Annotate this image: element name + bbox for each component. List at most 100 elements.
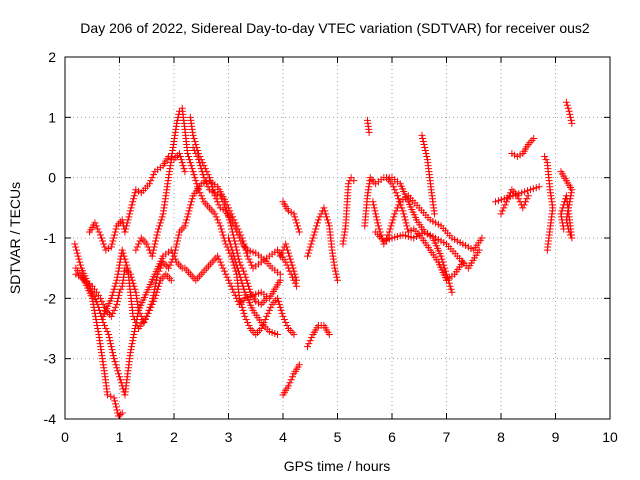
series-pass-x: [508, 134, 538, 161]
data-point: [195, 186, 203, 194]
y-tick-label: -1: [44, 230, 57, 246]
data-point: [372, 210, 380, 218]
data-point: [108, 291, 116, 299]
data-point: [421, 144, 429, 151]
data-point: [288, 261, 296, 269]
grid-lines: [65, 57, 610, 419]
data-point: [112, 361, 120, 369]
x-tick-label: 7: [443, 429, 451, 445]
data-point: [560, 201, 568, 209]
data-point: [190, 171, 198, 179]
data-point: [431, 210, 439, 218]
data-point: [325, 331, 333, 339]
data-point: [231, 291, 239, 299]
data-point: [183, 216, 191, 224]
data-point: [72, 246, 80, 254]
data-point: [188, 195, 196, 203]
series-pass-h: [189, 144, 271, 308]
data-point: [532, 184, 540, 192]
data-point: [567, 189, 575, 197]
data-point: [365, 128, 373, 136]
data-point: [74, 252, 82, 260]
data-point: [172, 243, 180, 251]
data-point: [109, 237, 117, 245]
data-point: [276, 303, 284, 311]
data-point: [118, 216, 126, 224]
data-point: [559, 222, 567, 230]
data-point: [128, 201, 136, 209]
data-point: [72, 243, 80, 251]
data-point: [191, 174, 199, 182]
data-point: [173, 116, 181, 124]
data-point: [313, 222, 321, 230]
data-point: [157, 216, 165, 224]
x-tick-label: 1: [116, 429, 124, 445]
data-point: [370, 204, 378, 212]
x-tick-label: 9: [552, 429, 560, 445]
chart-title: Day 206 of 2022, Sidereal Day-to-day VTE…: [80, 20, 590, 36]
data-point: [277, 306, 285, 314]
data-point: [561, 195, 569, 203]
data-point: [369, 198, 377, 206]
data-point: [500, 195, 508, 203]
data-point: [145, 180, 153, 188]
data-point: [95, 291, 103, 299]
data-point: [94, 325, 102, 332]
data-point: [214, 198, 222, 206]
data-point: [152, 234, 160, 242]
data-point: [419, 134, 427, 142]
data-point: [307, 240, 315, 248]
data-point: [323, 213, 331, 221]
data-markers: [71, 98, 576, 420]
data-point: [214, 252, 222, 260]
data-point: [399, 207, 407, 215]
data-point: [396, 198, 404, 206]
data-point: [304, 343, 312, 351]
x-tick-label: 10: [602, 429, 618, 445]
y-tick-label: -2: [44, 290, 57, 306]
data-point: [167, 258, 175, 266]
data-point: [230, 288, 238, 296]
data-point: [144, 243, 152, 251]
data-point: [114, 412, 122, 420]
data-point: [387, 222, 395, 230]
data-point: [217, 225, 225, 233]
data-point: [93, 321, 101, 329]
data-point: [132, 246, 140, 254]
data-point: [398, 204, 406, 212]
data-point: [305, 246, 313, 254]
data-point: [293, 276, 301, 284]
data-point: [211, 210, 219, 218]
data-point: [374, 222, 382, 230]
data-point: [331, 267, 339, 275]
data-point: [101, 321, 109, 329]
data-point: [116, 373, 123, 381]
x-axis-label: GPS time / hours: [284, 458, 391, 474]
data-point: [214, 216, 222, 224]
data-point: [314, 216, 322, 224]
data-point: [151, 240, 159, 248]
data-point: [558, 216, 566, 224]
data-point: [233, 294, 241, 302]
data-point: [177, 156, 185, 164]
series-pass-d: [86, 150, 189, 254]
data-point: [116, 376, 124, 384]
data-point: [535, 183, 543, 191]
data-point: [92, 315, 100, 323]
data-point: [147, 177, 155, 185]
data-point: [306, 243, 314, 251]
data-point: [232, 258, 240, 266]
data-point: [503, 194, 511, 202]
data-point: [401, 216, 409, 224]
data-point: [111, 228, 119, 236]
series-pass-g: [181, 252, 284, 308]
data-point: [243, 249, 251, 257]
series-pass-m: [279, 361, 303, 399]
data-point: [75, 255, 83, 263]
data-point: [192, 177, 200, 185]
data-point: [229, 249, 237, 257]
x-tick-label: 8: [497, 429, 505, 445]
data-point: [509, 192, 517, 200]
data-point: [204, 171, 212, 179]
data-point: [165, 264, 173, 272]
